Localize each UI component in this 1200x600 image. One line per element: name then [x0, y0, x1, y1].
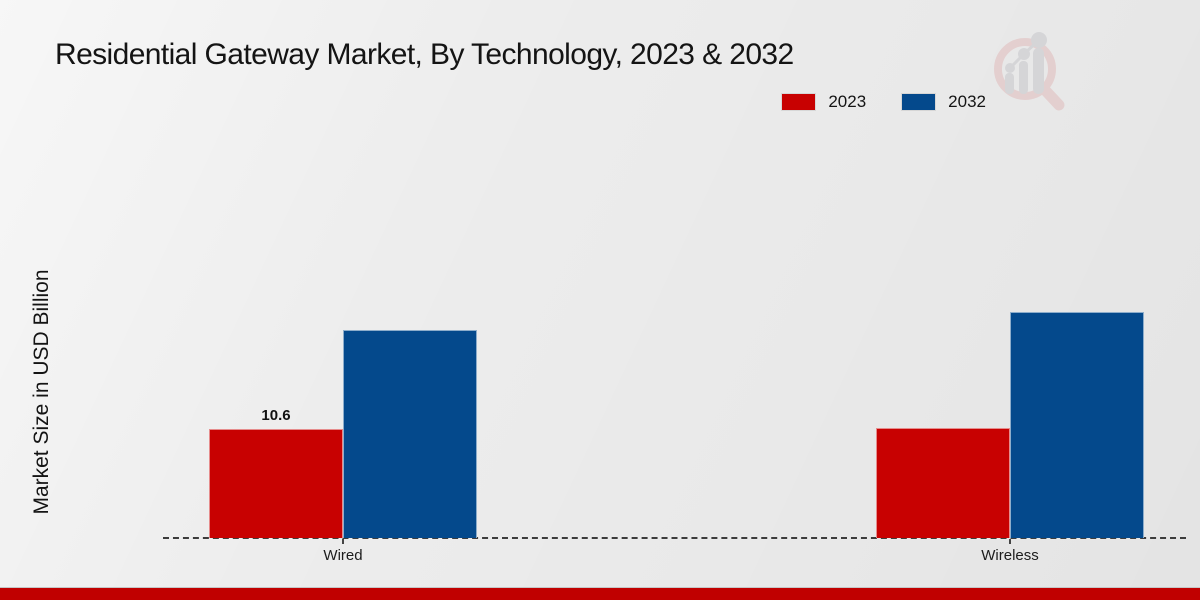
footer-accent-bar [0, 588, 1200, 600]
bar-wireless-2032 [1010, 312, 1144, 538]
chart-title: Residential Gateway Market, By Technolog… [55, 38, 794, 71]
legend: 2023 2032 [782, 92, 986, 112]
x-axis-tick-wired [342, 539, 344, 544]
category-label-wireless: Wireless [981, 547, 1039, 564]
legend-item-2032: 2032 [902, 92, 986, 112]
data-label-wired-2023: 10.6 [261, 407, 291, 424]
bar-wired-2023 [209, 429, 343, 538]
legend-swatch-2032 [902, 94, 936, 110]
bar-wired-2032 [343, 330, 477, 538]
bar-wireless-2023 [876, 428, 1010, 538]
legend-item-2023: 2023 [782, 92, 866, 112]
legend-label-2023: 2023 [828, 92, 867, 111]
x-axis-tick-wireless [1009, 539, 1011, 544]
x-axis-baseline [163, 537, 1186, 539]
legend-swatch-2023 [782, 94, 816, 110]
category-label-wired: Wired [323, 547, 363, 564]
legend-label-2032: 2032 [948, 92, 986, 111]
market-research-magnifier-logo-icon [994, 32, 1065, 111]
